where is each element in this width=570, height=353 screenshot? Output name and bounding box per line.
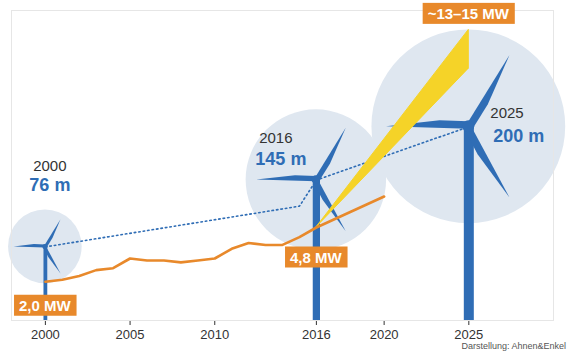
- svg-text:145 m: 145 m: [255, 149, 306, 169]
- svg-text:2025: 2025: [490, 104, 523, 121]
- svg-text:2016: 2016: [302, 327, 331, 342]
- svg-text:2000: 2000: [33, 157, 66, 174]
- svg-text:2020: 2020: [370, 327, 399, 342]
- svg-text:~13–15 MW: ~13–15 MW: [428, 5, 510, 22]
- svg-text:2025: 2025: [454, 327, 483, 342]
- svg-text:2000: 2000: [31, 327, 60, 342]
- svg-text:76 m: 76 m: [29, 175, 70, 195]
- html-text:Darstellung: Ahnen&Enkel: Darstellung: Ahnen&Enkel: [461, 341, 566, 351]
- svg-text:2005: 2005: [116, 327, 145, 342]
- svg-text:2016: 2016: [259, 129, 292, 146]
- svg-text:200 m: 200 m: [493, 126, 544, 146]
- svg-text:2010: 2010: [200, 327, 229, 342]
- svg-text:2,0 MW: 2,0 MW: [19, 297, 72, 314]
- svg-text:4,8 MW: 4,8 MW: [290, 249, 343, 266]
